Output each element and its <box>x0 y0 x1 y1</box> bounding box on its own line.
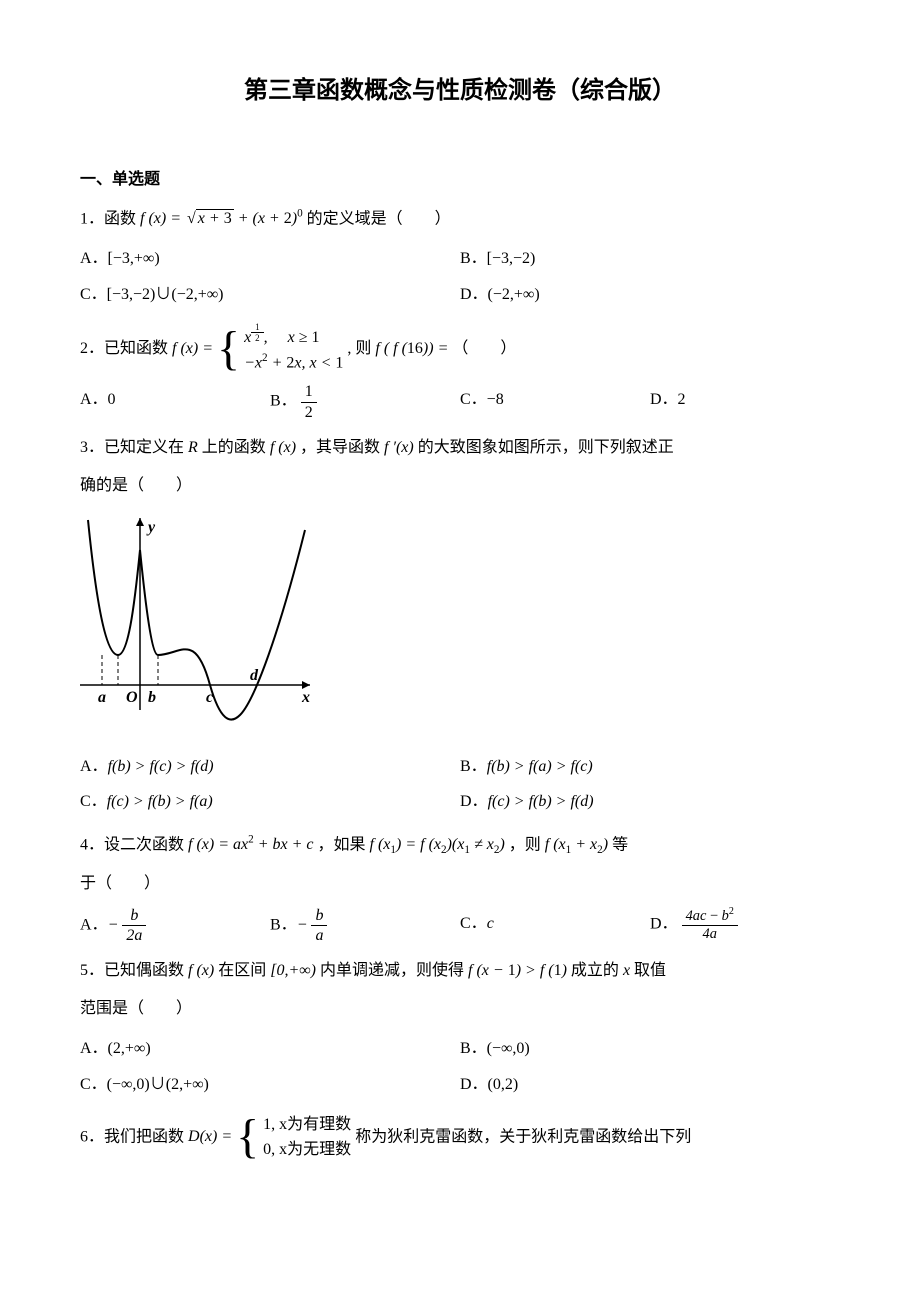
question-4: 4．设二次函数 f (x) = ax2 + bx + c ，如果 f (x1) … <box>80 829 840 862</box>
q1-optD: D．(−2,+∞) <box>460 277 840 312</box>
q2-formula: f (x) = { x12, x ≥ 1 −x2 + 2x, x < 1 <box>172 340 347 357</box>
q4-optB: B．− ba <box>270 906 460 945</box>
q1-formula: f (x) = x + 3 + (x + 2)0 <box>140 210 303 227</box>
q3-label-x: x <box>301 689 310 706</box>
q3-R: R <box>188 439 198 456</box>
q3-label-d: d <box>250 667 259 684</box>
q3-line2: 确的是（ ） <box>80 470 840 502</box>
q6-Dx: D(x) = { 1, x为有理数 0, x为无理数 <box>188 1128 355 1145</box>
q5-optD: D．(0,2) <box>460 1067 840 1102</box>
q5-int: [0,+∞) <box>270 962 316 979</box>
q3-label-b: b <box>148 689 156 706</box>
q5-optC: C．(−∞,0)∪(2,+∞) <box>80 1067 460 1102</box>
q3-options: A．f(b) > f(c) > f(d) B．f(b) > f(a) > f(c… <box>80 749 840 819</box>
q4-b: ，如果 <box>318 836 370 853</box>
q4-optA: A．− b2a <box>80 906 270 945</box>
question-5: 5．已知偶函数 f (x) 在区间 [0,+∞) 内单调递减，则使得 f (x … <box>80 955 840 987</box>
q4-optD: D． 4ac − b24a <box>650 906 840 945</box>
q3-svg: y x O a b c d <box>80 510 320 730</box>
q3-figure: y x O a b c d <box>80 510 840 735</box>
q3-l1b: 上的函数 <box>202 439 270 456</box>
q3-label-c: c <box>206 689 213 706</box>
question-2: 2．已知函数 f (x) = { x12, x ≥ 1 −x2 + 2x, x … <box>80 322 840 377</box>
q5-ineq: f (x − 1) > f (1) <box>468 962 567 979</box>
q3-optB: B．f(b) > f(a) > f(c) <box>460 749 840 784</box>
q5-optB: B．(−∞,0) <box>460 1031 840 1066</box>
q3-optD: D．f(c) > f(b) > f(d) <box>460 784 840 819</box>
q4-d: 等 <box>612 836 628 853</box>
q6-a: 6．我们把函数 <box>80 1128 188 1145</box>
q3-fx: f (x) <box>270 439 296 456</box>
question-6: 6．我们把函数 D(x) = { 1, x为有理数 0, x为无理数 称为狄利克… <box>80 1112 840 1163</box>
q2-stem-prefix: 2．已知函数 <box>80 340 172 357</box>
q4-c: ，则 <box>509 836 545 853</box>
q1-optA: A．[−3,+∞) <box>80 241 460 276</box>
q3-l1d: 的大致图象如图所示，则下列叙述正 <box>418 439 674 456</box>
q3-fpx: f ′(x) <box>384 439 414 456</box>
q5-d: 成立的 <box>571 962 623 979</box>
q4-options: A．− b2a B．− ba C．c D． 4ac − b24a <box>80 906 840 945</box>
q3-l1a: 3．已知定义在 <box>80 439 188 456</box>
q4-a: 4．设二次函数 <box>80 836 188 853</box>
q1-options: A．[−3,+∞) B．[−3,−2) C．[−3,−2)∪(−2,+∞) D．… <box>80 241 840 311</box>
question-1: 1．函数 f (x) = x + 3 + (x + 2)0 的定义域是（ ） <box>80 203 840 235</box>
section-heading: 一、单选题 <box>80 165 840 189</box>
q5-c: 内单调递减，则使得 <box>320 962 468 979</box>
q5-fx: f (x) <box>188 962 214 979</box>
q3-label-y: y <box>146 519 156 536</box>
q5-optA: A．(2,+∞) <box>80 1031 460 1066</box>
q2-optD: D．2 <box>650 382 840 421</box>
q3-l1c: ，其导函数 <box>300 439 384 456</box>
q5-x: x <box>623 962 630 979</box>
q4-line2: 于（ ） <box>80 868 840 900</box>
q4-fx: f (x) = ax2 + bx + c <box>188 836 314 853</box>
q1-optC: C．[−3,−2)∪(−2,+∞) <box>80 277 460 312</box>
q4-fsum: f (x1 + x2) <box>545 836 608 853</box>
page-title: 第三章函数概念与性质检测卷（综合版） <box>80 70 840 105</box>
q2-ff16: f ( f (16)) = <box>375 340 452 357</box>
q3-optC: C．f(c) > f(b) > f(a) <box>80 784 460 819</box>
question-3: 3．已知定义在 R 上的函数 f (x) ，其导函数 f ′(x) 的大致图象如… <box>80 432 840 464</box>
q2-stem-suffix: （ ） <box>452 340 516 357</box>
exam-page: 第三章函数概念与性质检测卷（综合版） 一、单选题 1．函数 f (x) = x … <box>0 0 920 1302</box>
q3-label-a: a <box>98 689 106 706</box>
q5-line2: 范围是（ ） <box>80 993 840 1025</box>
q1-stem-suffix: 的定义域是（ ） <box>307 210 451 227</box>
q2-optB: B． 12 <box>270 382 460 421</box>
q1-optB: B．[−3,−2) <box>460 241 840 276</box>
q4-cond: f (x1) = f (x2)(x1 ≠ x2) <box>370 836 505 853</box>
q5-e: 取值 <box>634 962 666 979</box>
q1-stem-prefix: 1．函数 <box>80 210 140 227</box>
q2-optC: C．−8 <box>460 382 650 421</box>
q5-options: A．(2,+∞) B．(−∞,0) C．(−∞,0)∪(2,+∞) D．(0,2… <box>80 1031 840 1101</box>
q2-stem-mid: , 则 <box>347 340 375 357</box>
q6-b: 称为狄利克雷函数，关于狄利克雷函数给出下列 <box>355 1128 691 1145</box>
q3-label-O: O <box>126 689 138 706</box>
q2-optA: A．0 <box>80 382 270 421</box>
q3-optA: A．f(b) > f(c) > f(d) <box>80 749 460 784</box>
q4-optC: C．c <box>460 906 650 945</box>
q5-b: 在区间 <box>218 962 270 979</box>
q5-a: 5．已知偶函数 <box>80 962 188 979</box>
q2-options: A．0 B． 12 C．−8 D．2 <box>80 382 840 421</box>
